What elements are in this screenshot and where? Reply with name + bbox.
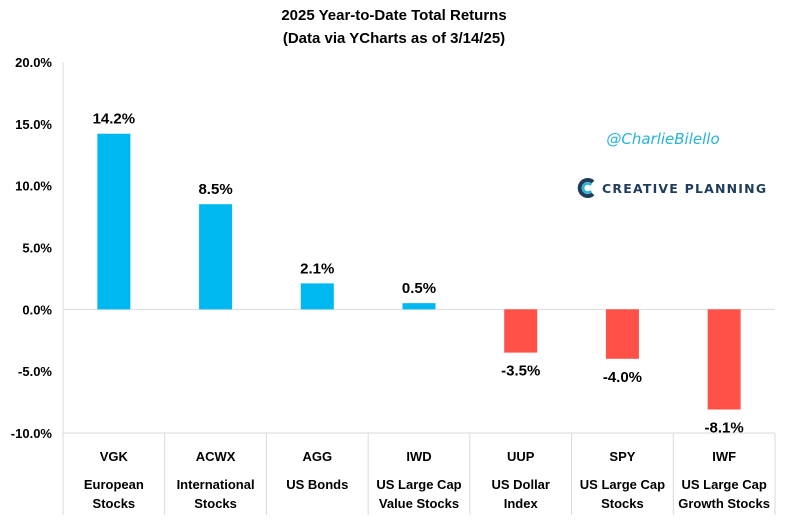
category-ticker: ACWX bbox=[196, 449, 236, 464]
category-ticker: AGG bbox=[302, 449, 332, 464]
category-ticker: VGK bbox=[100, 449, 129, 464]
bar-iwf bbox=[707, 309, 741, 410]
y-tick-label: 5.0% bbox=[22, 241, 52, 256]
category-label: Index bbox=[504, 496, 539, 511]
category-label: Stocks bbox=[93, 496, 136, 511]
category-label: Value Stocks bbox=[379, 496, 459, 511]
data-label: 8.5% bbox=[198, 181, 232, 198]
y-tick-label: -10.0% bbox=[11, 426, 53, 441]
y-tick-label: 20.0% bbox=[15, 55, 52, 70]
creative-planning-logo: CREATIVE PLANNING bbox=[577, 178, 767, 198]
bar-iwd bbox=[402, 303, 436, 310]
data-label: 2.1% bbox=[300, 260, 334, 277]
category-label: US Large Cap bbox=[580, 477, 665, 492]
y-tick-label: 10.0% bbox=[15, 179, 52, 194]
category-ticker: UUP bbox=[507, 449, 535, 464]
category-label: Stocks bbox=[194, 496, 237, 511]
category-label: US Bonds bbox=[286, 477, 348, 492]
bar-spy bbox=[605, 309, 639, 359]
bar-uup bbox=[504, 309, 538, 353]
category-label: Growth Stocks bbox=[678, 496, 770, 511]
category-label: US Large Cap bbox=[376, 477, 461, 492]
bar-vgk bbox=[97, 133, 131, 310]
data-label: 0.5% bbox=[402, 280, 436, 297]
brand-mark-icon bbox=[577, 178, 595, 198]
category-label: European bbox=[84, 477, 144, 492]
y-tick-label: 0.0% bbox=[22, 302, 52, 317]
bar-agg bbox=[300, 283, 334, 310]
category-ticker: IWF bbox=[712, 449, 736, 464]
bar-acwx bbox=[199, 204, 233, 310]
category-ticker: SPY bbox=[609, 449, 635, 464]
data-label: -8.1% bbox=[705, 420, 744, 437]
data-label: -4.0% bbox=[603, 369, 642, 386]
category-label: Stocks bbox=[601, 496, 644, 511]
y-tick-label: -5.0% bbox=[18, 364, 52, 379]
brand-name: CREATIVE PLANNING bbox=[602, 180, 768, 196]
author-handle: @CharlieBilello bbox=[606, 130, 720, 148]
data-label: 14.2% bbox=[93, 111, 136, 128]
category-ticker: IWD bbox=[406, 449, 431, 464]
category-label: US Dollar bbox=[491, 477, 550, 492]
category-label: US Large Cap bbox=[682, 477, 767, 492]
data-label: -3.5% bbox=[501, 363, 540, 380]
y-tick-label: 15.0% bbox=[15, 117, 52, 132]
chart-subtitle: (Data via YCharts as of 3/14/25) bbox=[282, 30, 506, 47]
chart-title: 2025 Year-to-Date Total Returns bbox=[281, 7, 507, 24]
category-label: International bbox=[177, 477, 255, 492]
